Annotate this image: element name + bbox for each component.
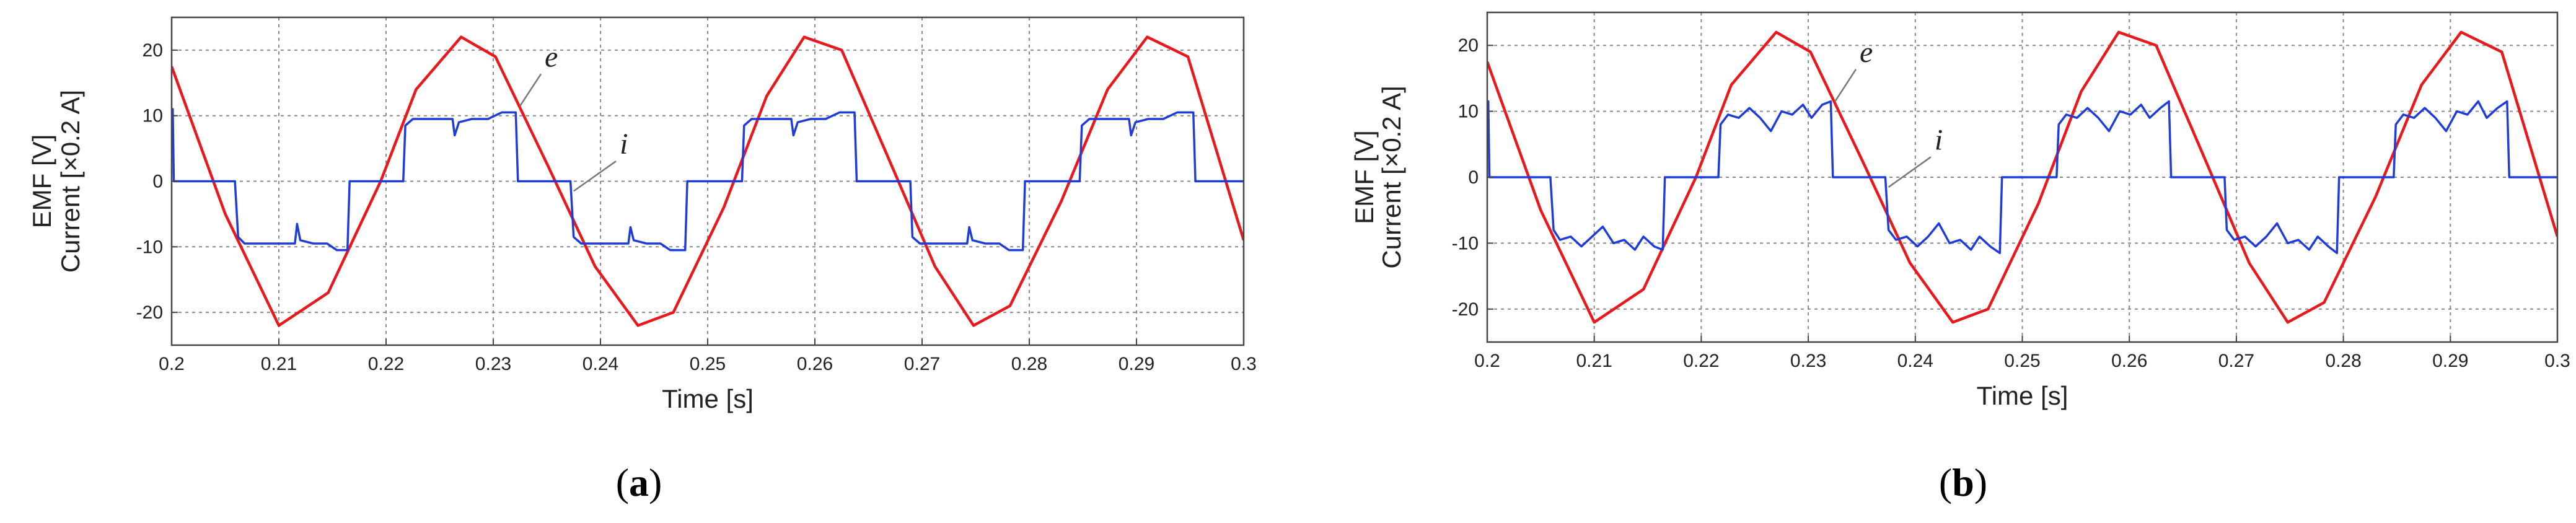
y-axis-label-emf: EMF [V] <box>27 134 56 229</box>
annotation-label-i: i <box>1935 123 1943 156</box>
y-tick-label: 10 <box>143 106 163 126</box>
x-tick-label: 0.2 <box>1474 351 1500 371</box>
y-tick-label: 0 <box>152 172 163 192</box>
x-tick-label: 0.26 <box>2111 351 2147 371</box>
x-tick-label: 0.24 <box>582 354 618 374</box>
y-tick-label: -20 <box>1452 299 1479 320</box>
x-tick-label: 0.3 <box>2544 351 2570 371</box>
caption-paren-close: ) <box>649 460 662 504</box>
annotation-label-i: i <box>620 128 628 160</box>
x-tick-label: 0.22 <box>1683 351 1719 371</box>
series-line-i <box>1487 100 2557 255</box>
y-axis-label-current: Current [×0.2 A] <box>56 90 85 273</box>
chart-panel-a: e i 0.2 0.21 0.22 0.23 0.24 0.25 0.26 0.27 0.28 0.2… <box>27 16 1257 504</box>
caption-paren-close: ) <box>1974 460 1987 504</box>
y-tick-label: 10 <box>1458 102 1479 122</box>
y-tick-label: -10 <box>136 237 163 257</box>
chart-panel-b: e i 0.2 0.21 0.22 0.23 0.24 0.25 0.26 0.27 0.28 0.2… <box>1350 11 2570 504</box>
annotation-label-e: e <box>545 40 558 73</box>
y-tick-label: 20 <box>1458 35 1479 56</box>
caption-paren-open: ( <box>1939 460 1952 504</box>
panel-caption-a: (a) <box>616 460 662 504</box>
x-tick-label: 0.23 <box>1790 351 1826 371</box>
x-tick-label: 0.27 <box>2218 351 2254 371</box>
x-tick-label: 0.28 <box>1011 354 1047 374</box>
x-tick-label: 0.3 <box>1231 354 1257 374</box>
annotation-leader-i <box>1888 156 1932 188</box>
y-tick-label: -10 <box>1452 233 1479 253</box>
x-tick-label: 0.29 <box>2432 351 2468 371</box>
x-tick-label: 0.28 <box>2325 351 2361 371</box>
y-tick-label: 0 <box>1468 167 1479 188</box>
x-tick-label: 0.24 <box>1897 351 1933 371</box>
series-line-i <box>172 108 1244 252</box>
panel-caption-b: (b) <box>1939 460 1987 504</box>
x-tick-label: 0.25 <box>2004 351 2040 371</box>
annotation-label-e: e <box>1860 36 1873 69</box>
x-tick-label: 0.25 <box>690 354 726 374</box>
annotation-leader-i <box>573 160 617 192</box>
x-tick-label: 0.23 <box>475 354 511 374</box>
x-tick-label: 0.27 <box>904 354 940 374</box>
x-tick-label: 0.21 <box>261 354 297 374</box>
x-axis-label: Time [s] <box>662 384 754 413</box>
caption-letter: a <box>629 460 649 504</box>
annotation-leader-e <box>1834 69 1857 102</box>
x-tick-label: 0.22 <box>368 354 404 374</box>
y-axis-label-emf: EMF [V] <box>1350 130 1379 224</box>
y-tick-label: -20 <box>136 302 163 323</box>
x-tick-label: 0.2 <box>159 354 185 374</box>
x-axis-label: Time [s] <box>1977 381 2068 410</box>
y-tick-label: 20 <box>143 40 163 61</box>
x-tick-label: 0.21 <box>1576 351 1612 371</box>
caption-paren-open: ( <box>616 460 629 504</box>
y-axis-label-current: Current [×0.2 A] <box>1377 86 1406 268</box>
x-tick-label: 0.29 <box>1119 354 1154 374</box>
x-tick-label: 0.26 <box>797 354 833 374</box>
annotation-leader-e <box>519 73 542 107</box>
caption-letter: b <box>1952 460 1974 504</box>
